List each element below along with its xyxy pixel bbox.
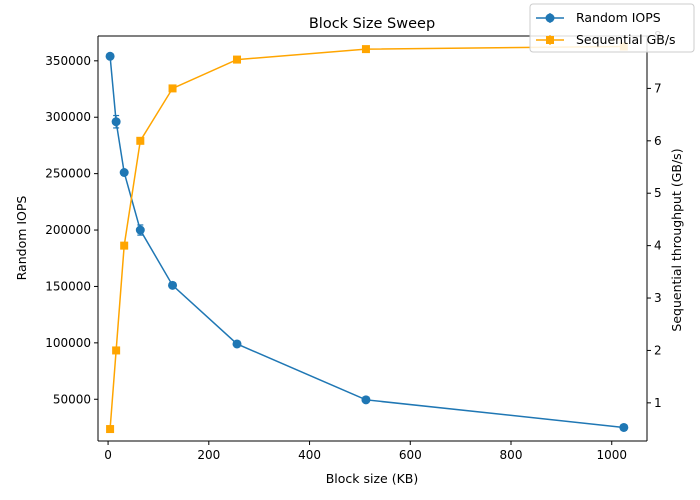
y-right-axis-title: Sequential throughput (GB/s) [669, 148, 684, 331]
y-right-tick-label: 6 [654, 134, 662, 148]
legend-entry-random-iops: Random IOPS [536, 10, 661, 25]
data-point-sequential-gb-s [112, 346, 121, 355]
y-right-tick-label: 5 [654, 186, 662, 200]
y-right-tick-label: 4 [654, 239, 662, 253]
x-tick-label: 800 [500, 448, 523, 462]
legend: Random IOPS Sequential GB/s [529, 3, 695, 53]
data-point-random-iops [111, 117, 121, 127]
data-point-random-iops [232, 339, 242, 349]
chart-title: Block Size Sweep [309, 16, 435, 32]
data-point-sequential-gb-s [168, 84, 177, 93]
y-left-tick-label: 300000 [45, 110, 91, 124]
data-point-sequential-gb-s [233, 55, 242, 64]
data-point-sequential-gb-s [361, 45, 370, 54]
x-tick-label: 200 [197, 448, 220, 462]
series-line-random-iops [109, 56, 624, 429]
data-point-sequential-gb-s [120, 241, 129, 250]
data-point-random-iops [361, 395, 371, 405]
data-point-sequential-gb-s [106, 425, 115, 434]
plot-area [98, 36, 647, 441]
y-right-tick-label: 2 [654, 343, 662, 357]
ticks-layer: 0 200 400 600 800 1000 50000 100000 150000 200000… [45, 29, 661, 462]
legend-entry-sequential: Sequential GB/s [536, 32, 676, 47]
y-right-tick-label: 1 [654, 396, 662, 410]
x-tick-label: 600 [399, 448, 422, 462]
x-tick-label: 400 [298, 448, 321, 462]
legend-box [529, 3, 695, 53]
x-tick-label: 0 [104, 448, 112, 462]
data-point-random-iops [105, 51, 115, 61]
series-layer [105, 42, 629, 434]
legend-marker-square [546, 36, 554, 44]
data-point-random-iops [135, 225, 145, 235]
y-right-tick-label: 7 [654, 81, 662, 95]
legend-marker-circle [545, 13, 555, 23]
y-left-tick-label: 250000 [45, 167, 91, 181]
y-left-tick-label: 350000 [45, 54, 91, 68]
y-left-tick-label: 50000 [53, 392, 91, 406]
y-right-tick-label: 3 [654, 291, 662, 305]
y-left-axis-title: Random IOPS [14, 196, 29, 281]
data-point-random-iops [168, 280, 178, 290]
y-left-tick-label: 150000 [45, 279, 91, 293]
series-line-sequential-gb-s [109, 45, 624, 430]
legend-label-random-iops: Random IOPS [576, 10, 661, 25]
legend-label-sequential: Sequential GB/s [576, 32, 676, 47]
data-point-random-iops [619, 422, 629, 432]
x-tick-label: 1000 [596, 448, 627, 462]
y-left-tick-label: 100000 [45, 336, 91, 350]
data-point-random-iops [119, 168, 129, 178]
x-axis-title: Block size (KB) [326, 471, 419, 486]
y-left-tick-label: 200000 [45, 223, 91, 237]
data-point-sequential-gb-s [136, 136, 145, 145]
